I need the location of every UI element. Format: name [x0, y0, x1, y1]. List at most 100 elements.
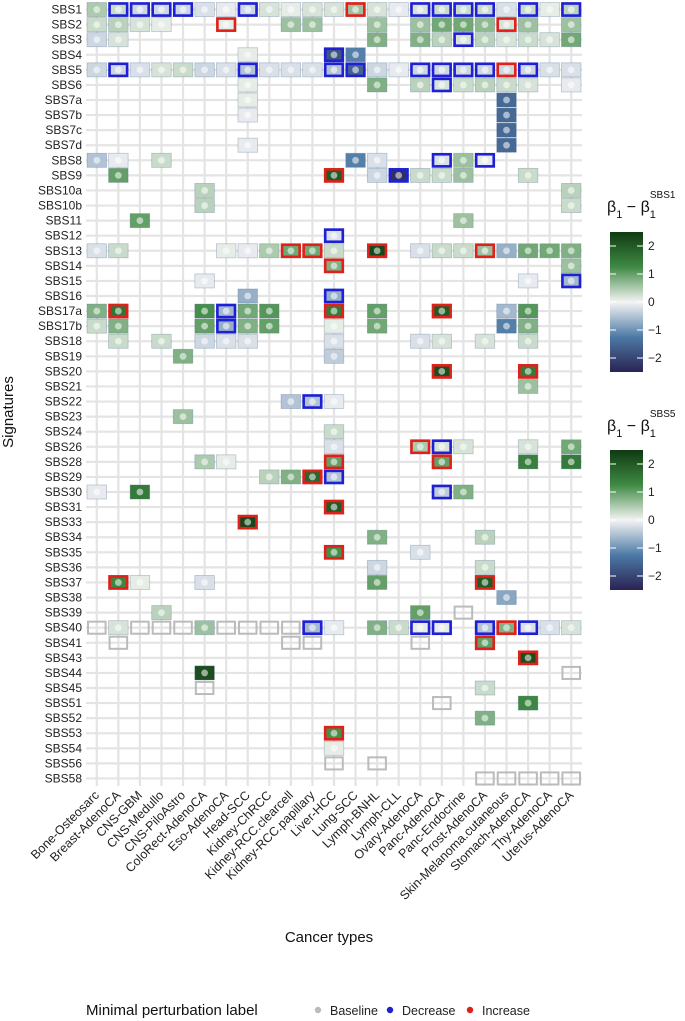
cell-border — [410, 32, 431, 48]
cell-point — [330, 352, 338, 360]
cell-point — [373, 307, 381, 315]
cell-point — [330, 337, 338, 345]
cell-point — [459, 156, 467, 164]
cell-point — [438, 81, 446, 89]
cell-border — [323, 348, 345, 364]
cell-border — [561, 439, 582, 455]
cell-border — [410, 77, 431, 93]
baseline-legend-label: Baseline — [330, 1004, 378, 1018]
cell-point — [244, 292, 252, 300]
baseline-outline — [518, 771, 538, 786]
cell-point — [395, 6, 403, 13]
cell-border — [129, 575, 151, 590]
decrease-outline — [323, 228, 345, 244]
cell-point — [481, 337, 489, 345]
decrease-outline — [216, 318, 237, 334]
cell-border — [151, 62, 172, 78]
cell-point — [265, 247, 273, 255]
y-tick-label: SBS5 — [51, 63, 82, 77]
cell-point — [503, 594, 510, 601]
cell-border — [474, 559, 496, 575]
cell-point — [136, 66, 144, 74]
baseline-outline — [151, 620, 172, 635]
cell-point — [244, 66, 252, 74]
increase-outline — [367, 243, 388, 259]
cell-border — [366, 152, 388, 168]
cell-point — [503, 111, 510, 119]
colorbar-tick-label: 1 — [648, 485, 655, 499]
cell-point — [481, 579, 489, 586]
cell-point — [222, 322, 230, 330]
baseline-outline — [281, 635, 301, 650]
cell-point — [114, 337, 122, 345]
cell-border — [517, 243, 539, 259]
decrease-outline — [474, 62, 496, 78]
cell-border — [215, 333, 237, 349]
cell-border — [194, 333, 215, 349]
cell-point — [567, 202, 575, 209]
cell-point — [524, 277, 532, 285]
colorbar-sbs5-title: β1 − β1SBS5 — [607, 409, 676, 440]
cell-border — [474, 17, 496, 33]
decrease-outline — [561, 273, 582, 289]
cell-border — [474, 32, 496, 48]
cell-border — [561, 243, 582, 259]
decrease-outline — [431, 152, 452, 168]
cell-point — [330, 232, 338, 240]
cell-border — [280, 2, 302, 17]
cell-border — [539, 62, 560, 78]
cell-point — [265, 322, 273, 330]
cell-point — [287, 66, 295, 74]
cell-border — [323, 318, 345, 334]
cell-point — [416, 171, 424, 179]
increase-outline — [431, 364, 452, 379]
cell-border — [539, 32, 560, 48]
cell-point — [459, 81, 467, 89]
cell-border — [388, 2, 409, 17]
cell-point — [330, 6, 338, 13]
y-tick-label: SBS45 — [45, 681, 83, 695]
cell-point — [524, 458, 532, 466]
cell-point — [416, 81, 424, 89]
cell-point — [222, 247, 230, 255]
cell-point — [114, 307, 122, 315]
y-tick-label: SBS28 — [45, 455, 83, 469]
cell-point — [438, 21, 446, 29]
increase-outline — [280, 243, 301, 259]
cell-point — [416, 36, 424, 44]
cell-border — [410, 333, 431, 349]
cell-border — [129, 62, 151, 78]
cell-point — [459, 21, 467, 29]
increase-outline — [216, 17, 237, 32]
cell-border — [561, 620, 582, 636]
cell-border — [388, 620, 409, 636]
y-tick-label: SBS7b — [45, 108, 83, 122]
cell-point — [114, 171, 122, 179]
y-tick-label: SBS16 — [45, 289, 83, 303]
y-tick-label: SBS13 — [45, 244, 83, 258]
cell-point — [524, 699, 532, 707]
colorbar-tick-label: 2 — [648, 457, 655, 471]
cell-point — [158, 337, 165, 345]
cell-border — [323, 243, 345, 259]
cell-border — [302, 2, 323, 17]
increase-outline — [323, 168, 345, 183]
cell-border — [259, 2, 280, 17]
baseline-outline — [302, 635, 323, 650]
baseline-outline — [432, 696, 452, 711]
cell-point — [373, 624, 381, 632]
cell-point — [222, 66, 230, 74]
cell-point — [287, 21, 295, 29]
increase-outline — [474, 635, 496, 651]
cell-border — [539, 620, 560, 636]
cell-point — [373, 171, 381, 179]
cell-border — [108, 620, 129, 636]
cell-point — [438, 488, 446, 496]
increase-outline — [302, 469, 323, 485]
cell-point — [287, 473, 295, 481]
cell-point — [524, 6, 532, 13]
cell-point — [201, 202, 209, 209]
colorbar-tick-label: −2 — [648, 569, 662, 583]
increase-outline — [518, 364, 539, 379]
cell-border — [561, 183, 582, 198]
